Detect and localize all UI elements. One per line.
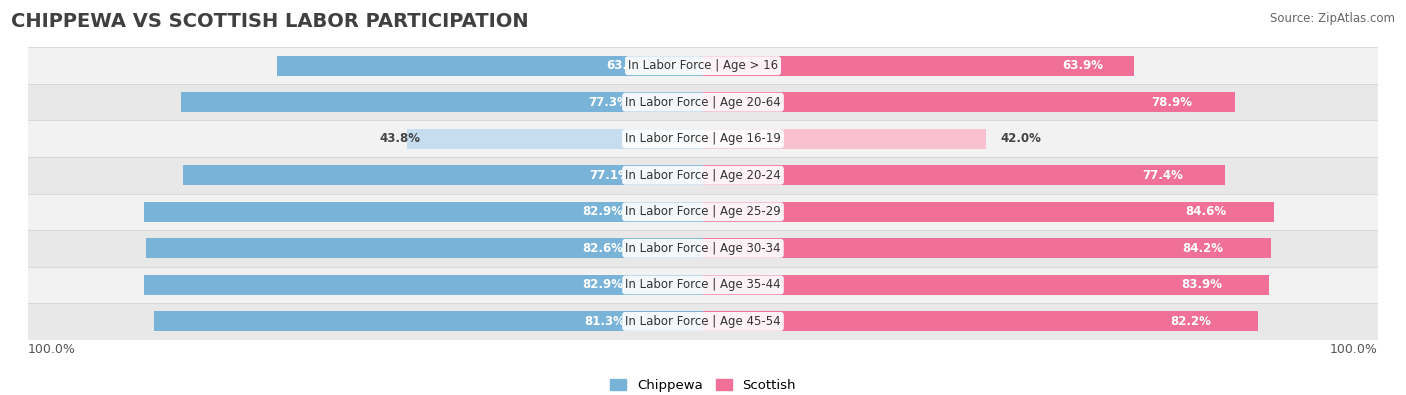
- Text: Source: ZipAtlas.com: Source: ZipAtlas.com: [1270, 12, 1395, 25]
- Text: 42.0%: 42.0%: [1000, 132, 1040, 145]
- Bar: [703, 238, 1271, 258]
- Text: 77.3%: 77.3%: [589, 96, 630, 109]
- Bar: [703, 56, 1135, 76]
- Bar: [703, 311, 1258, 331]
- Bar: [28, 303, 1378, 340]
- Text: In Labor Force | Age 20-64: In Labor Force | Age 20-64: [626, 96, 780, 109]
- Bar: [408, 129, 703, 149]
- Text: In Labor Force | Age 16-19: In Labor Force | Age 16-19: [626, 132, 780, 145]
- Text: 82.2%: 82.2%: [1171, 315, 1212, 328]
- Text: 81.3%: 81.3%: [583, 315, 624, 328]
- Text: 84.6%: 84.6%: [1185, 205, 1226, 218]
- Bar: [28, 194, 1378, 230]
- Text: 100.0%: 100.0%: [1330, 343, 1378, 356]
- Text: 82.9%: 82.9%: [582, 278, 623, 292]
- Bar: [183, 165, 703, 185]
- Bar: [28, 84, 1378, 120]
- Bar: [155, 311, 703, 331]
- Bar: [277, 56, 703, 76]
- Bar: [28, 157, 1378, 194]
- Legend: Chippewa, Scottish: Chippewa, Scottish: [605, 374, 801, 395]
- Bar: [143, 275, 703, 295]
- Bar: [703, 165, 1226, 185]
- Text: In Labor Force | Age 25-29: In Labor Force | Age 25-29: [626, 205, 780, 218]
- Text: 63.1%: 63.1%: [606, 59, 647, 72]
- Text: CHIPPEWA VS SCOTTISH LABOR PARTICIPATION: CHIPPEWA VS SCOTTISH LABOR PARTICIPATION: [11, 12, 529, 31]
- Text: 77.4%: 77.4%: [1142, 169, 1182, 182]
- Text: In Labor Force | Age 45-54: In Labor Force | Age 45-54: [626, 315, 780, 328]
- Text: 83.9%: 83.9%: [1181, 278, 1222, 292]
- Text: In Labor Force | Age > 16: In Labor Force | Age > 16: [628, 59, 778, 72]
- Text: 78.9%: 78.9%: [1152, 96, 1192, 109]
- Bar: [703, 129, 987, 149]
- Bar: [703, 92, 1236, 112]
- Text: 43.8%: 43.8%: [380, 132, 420, 145]
- Bar: [146, 238, 703, 258]
- Text: 82.9%: 82.9%: [582, 205, 623, 218]
- Text: 77.1%: 77.1%: [589, 169, 630, 182]
- Text: 100.0%: 100.0%: [28, 343, 76, 356]
- Text: 84.2%: 84.2%: [1182, 242, 1223, 255]
- Bar: [703, 275, 1270, 295]
- Bar: [28, 47, 1378, 84]
- Text: In Labor Force | Age 35-44: In Labor Force | Age 35-44: [626, 278, 780, 292]
- Bar: [703, 202, 1274, 222]
- Bar: [181, 92, 703, 112]
- Bar: [28, 267, 1378, 303]
- Bar: [28, 230, 1378, 267]
- Text: 82.6%: 82.6%: [582, 242, 623, 255]
- Text: In Labor Force | Age 30-34: In Labor Force | Age 30-34: [626, 242, 780, 255]
- Text: 63.9%: 63.9%: [1062, 59, 1102, 72]
- Text: In Labor Force | Age 20-24: In Labor Force | Age 20-24: [626, 169, 780, 182]
- Bar: [143, 202, 703, 222]
- Bar: [28, 120, 1378, 157]
